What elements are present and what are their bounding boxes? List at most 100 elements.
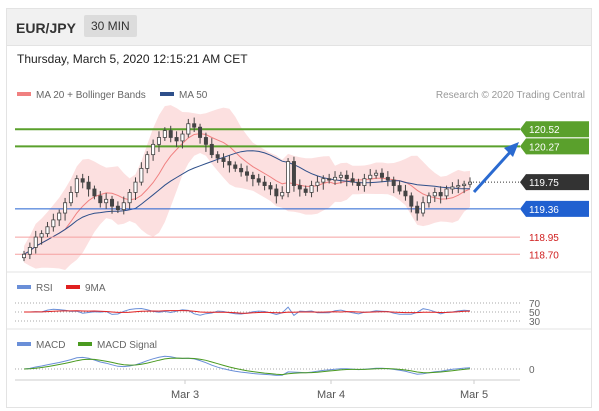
candle-body [274, 188, 279, 197]
projection-arrow-head [504, 142, 519, 157]
candle-body [145, 154, 150, 169]
macd-legend-label: MACD [36, 340, 65, 351]
level-label-5: 118.70 [529, 250, 559, 261]
candle-body [168, 130, 173, 138]
candle-body [467, 181, 472, 185]
candle-body [98, 195, 103, 204]
candle-body [426, 195, 431, 204]
candle-body [344, 174, 349, 180]
candle-body [215, 154, 220, 159]
candle-body [356, 181, 361, 186]
x-tick-label: Mar 3 [171, 389, 199, 401]
candle-body [57, 212, 62, 221]
candle-body [110, 198, 115, 207]
candle-body [315, 181, 320, 186]
candle-body [198, 126, 203, 138]
chart-date: Thursday, March 5, 2020 12:15:21 AM CET [17, 52, 248, 66]
level-tag-1 [520, 138, 589, 155]
timeframe-button[interactable]: 30 MIN [84, 15, 137, 37]
candle-body [286, 161, 291, 193]
candle-body [115, 205, 120, 211]
candle-body [104, 198, 109, 204]
rsi-legend-swatch [17, 285, 31, 289]
candle-body [379, 172, 384, 178]
macd-legend-swatch [17, 342, 31, 346]
candle-body [133, 181, 138, 193]
x-tick-label: Mar 4 [317, 389, 345, 401]
candle-body [309, 185, 314, 193]
level-tag-3 [520, 200, 589, 217]
candle-body [45, 226, 50, 235]
ma9-legend-label: 9MA [85, 283, 106, 294]
candle-body [92, 188, 97, 197]
candle-body [203, 137, 208, 145]
candle-body [262, 181, 267, 186]
candle-body [385, 176, 390, 181]
macd-signal-line [23, 357, 471, 376]
candle-body [432, 192, 437, 197]
candle-body [151, 143, 156, 156]
macd-zero-label: 0 [529, 365, 535, 376]
candle-body [303, 188, 308, 193]
ma50-legend-swatch [160, 92, 174, 96]
candle-body [86, 181, 91, 190]
candle-body [239, 167, 244, 173]
candle-body [391, 179, 396, 186]
candle-body [39, 233, 44, 238]
candle-body [321, 178, 326, 183]
candle-body [462, 183, 467, 186]
candle-body [362, 178, 367, 186]
candle-body [444, 188, 449, 197]
candle-body [139, 167, 144, 183]
rsi-legend-label: RSI [36, 283, 53, 294]
candle-body [368, 174, 373, 180]
candle-body [74, 178, 79, 193]
bollinger-bands [24, 105, 470, 270]
level-label-2: 119.75 [529, 178, 559, 189]
candle-body [27, 246, 32, 255]
candle-body [291, 161, 296, 186]
candle-body [421, 202, 426, 214]
level-tag-0 [520, 121, 589, 138]
ma50-legend-label: MA 50 [179, 90, 208, 101]
candle-body [156, 137, 161, 145]
ma20-legend-swatch [17, 92, 31, 96]
candle-body [68, 192, 73, 204]
level-label-3: 119.36 [529, 205, 559, 216]
price-levels: 120.52 120.27 119.75 119.36 118.95 118.70 [15, 121, 589, 261]
candle-body [174, 137, 179, 142]
candle-body [268, 185, 273, 190]
bollinger-band-area [24, 105, 470, 270]
candle-body [186, 123, 191, 135]
x-tick-label: Mar 5 [460, 389, 488, 401]
candle-body [327, 178, 332, 181]
chart-header: EUR/JPY 30 MIN [7, 9, 591, 46]
candle-body [333, 176, 338, 181]
candle-body [80, 178, 85, 183]
candle-body [162, 130, 167, 138]
projection-arrow-line [472, 148, 514, 194]
candle-body [192, 123, 197, 128]
rsi-ma-line [24, 310, 471, 314]
ma20-legend-label: MA 20 + Bollinger Bands [36, 90, 146, 101]
macd-signal-legend-label: MACD Signal [97, 340, 157, 351]
candle-body [397, 185, 402, 192]
macd-line [23, 355, 471, 376]
candle-body [51, 219, 56, 228]
candle-body [121, 202, 126, 211]
candle-body [415, 205, 420, 214]
candle-body [403, 190, 408, 197]
candle-body [409, 195, 414, 207]
candle-body [209, 143, 214, 156]
candle-body [374, 172, 379, 176]
candle-body [297, 185, 302, 190]
credit-label: Research © 2020 Trading Central [436, 90, 585, 101]
candle-body [450, 186, 455, 190]
level-tag-2 [520, 174, 589, 191]
rsi-30-label: 30 [529, 317, 541, 328]
candle-body [350, 178, 355, 183]
candle-body [456, 185, 461, 188]
ma9-legend-swatch [66, 285, 80, 289]
candle-body [244, 171, 249, 176]
